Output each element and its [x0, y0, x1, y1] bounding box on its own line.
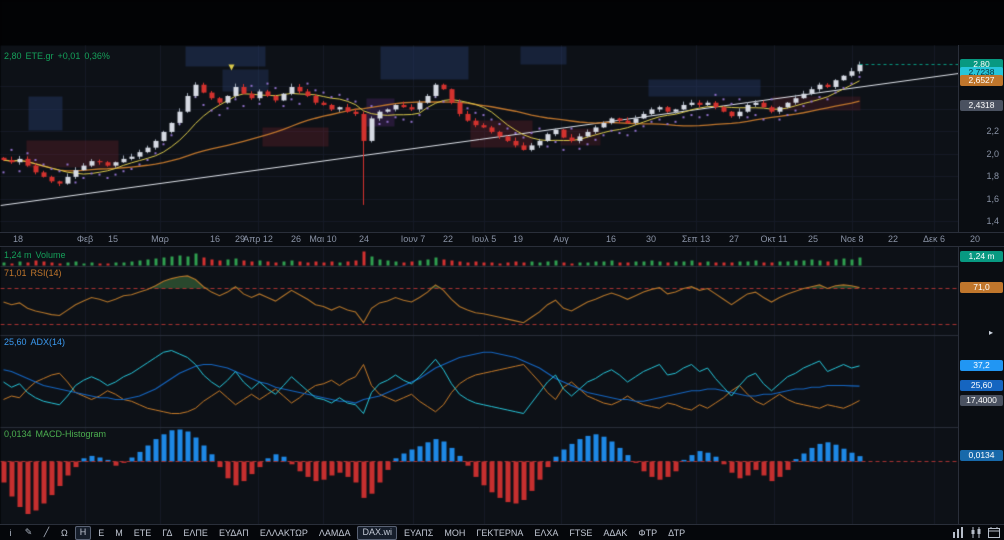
time-axis-label: 18 — [12, 234, 24, 244]
time-axis-label: Μαι 10 — [309, 234, 337, 244]
price-badge: 2,4318 — [960, 99, 1003, 111]
rsi-badge: 71,0 — [960, 281, 1003, 293]
time-axis-label: 16 — [605, 234, 617, 244]
time-axis-label: 27 — [728, 234, 740, 244]
ticker-tab-ετε[interactable]: ΕΤΕ — [133, 527, 152, 538]
chart-columns-icon[interactable] — [950, 527, 965, 539]
time-axis-label: Ιουλ 5 — [471, 234, 497, 244]
price-badge: 2,6527 — [960, 75, 1003, 87]
time-axis-label: Οκτ 11 — [760, 234, 788, 244]
time-axis-label: 24 — [358, 234, 370, 244]
timeframe-M[interactable]: M — [115, 527, 123, 538]
adx-badge: 37,2 — [960, 359, 1003, 371]
time-axis-label: 26 — [290, 234, 302, 244]
time-axis-label: 22 — [442, 234, 454, 244]
ticker-tab-ευδαπ[interactable]: ΕΥΔΑΠ — [218, 527, 249, 538]
calendar-icon[interactable] — [986, 527, 1001, 539]
macd-badge: 0,0134 — [960, 450, 1003, 462]
ticker-tab-γδ[interactable]: ΓΔ — [162, 527, 173, 538]
timeframe-H[interactable]: H — [74, 525, 92, 540]
price-axis-label: 2,0 — [986, 148, 999, 159]
price-badge: 2,7238 — [960, 67, 1003, 79]
time-axis-label: 15 — [107, 234, 119, 244]
price-axis-label: 1,4 — [986, 216, 999, 227]
price-axis-label: 1,6 — [986, 193, 999, 204]
ticker-tab-γεκτερνα[interactable]: ΓΕΚΤΕΡΝΑ — [476, 527, 524, 538]
volume-badge: 1,24 m — [960, 251, 1003, 262]
time-axis-label: 19 — [512, 234, 524, 244]
price-badge: 2,80 — [960, 58, 1003, 70]
ticker-tab-dax.wi[interactable]: DAX.wi — [357, 525, 397, 540]
adx-badge: 17,4000 — [960, 394, 1003, 406]
ticker-tab-ευαπς[interactable]: ΕΥΑΠΣ — [403, 527, 434, 538]
info-tool[interactable]: i — [9, 527, 12, 538]
time-axis-label: 20 — [969, 234, 981, 244]
time-axis-label: Φεβ — [76, 234, 94, 244]
bottom-toolbar: i ✎ ╱ Ω H E M ΕΤΕ ΓΔ ΕΛΠΕ ΕΥΔΑΠ ΕΛΛΑΚΤΩΡ ΛΑΜΔΑ DAX.wi… — [0, 524, 1004, 540]
adx-badge: 25,60 — [960, 380, 1003, 392]
time-axis-label: 22 — [887, 234, 899, 244]
ticker-tab-φτρ[interactable]: ΦΤΡ — [638, 527, 658, 538]
time-axis-label: Σεπ 13 — [681, 234, 711, 244]
time-axis-label: Απρ 12 — [243, 234, 273, 244]
time-axis[interactable]: 18 Φεβ 15 Μαρ 16 29 Απρ 12 26 Μαι 10 24 Ιουν 7 22 Ιο… — [0, 232, 1004, 247]
time-axis-label: Αυγ — [553, 234, 569, 244]
ticker-tab-ελπε[interactable]: ΕΛΠΕ — [183, 527, 208, 538]
price-scale[interactable]: 2,2 2,0 1,8 1,6 1,4 2,80 2,7238 2,6527 2,4318 1,2… — [958, 45, 1004, 524]
ticker-tab-ελχα[interactable]: ΕΛΧΑ — [534, 527, 559, 538]
ticker-tab-λαμδα[interactable]: ΛΑΜΔΑ — [318, 527, 351, 538]
chart-candles-icon[interactable] — [968, 527, 983, 539]
time-axis-label: Νοε 8 — [840, 234, 864, 244]
timeframe-E[interactable]: E — [98, 527, 105, 538]
collapse-arrow-icon[interactable]: ▸ — [989, 328, 994, 337]
ticker-tab-ftse[interactable]: FTSE — [569, 527, 593, 538]
ticker-tab-αδακ[interactable]: ΑΔΑΚ — [603, 527, 628, 538]
time-axis-label: 25 — [807, 234, 819, 244]
price-axis-label: 2,2 — [986, 126, 999, 137]
line-tool[interactable]: ╱ — [43, 527, 50, 537]
ticker-tab-μοη[interactable]: ΜΟΗ — [444, 527, 466, 538]
timeframe-Ω[interactable]: Ω — [61, 527, 68, 538]
time-axis-label: Μαρ — [151, 234, 169, 244]
ticker-tab-ελλακτωρ[interactable]: ΕΛΛΑΚΤΩΡ — [259, 527, 308, 538]
time-axis-label: 29 — [234, 234, 246, 244]
time-axis-label: Ιουν 7 — [400, 234, 426, 244]
draw-tool[interactable]: ✎ — [24, 527, 33, 537]
ticker-tab-δτρ[interactable]: ΔΤΡ — [668, 527, 686, 538]
time-axis-label: 16 — [209, 234, 221, 244]
time-axis-label: 30 — [645, 234, 657, 244]
time-axis-label: Δεκ 6 — [922, 234, 946, 244]
price-axis-label: 1,8 — [986, 171, 999, 182]
